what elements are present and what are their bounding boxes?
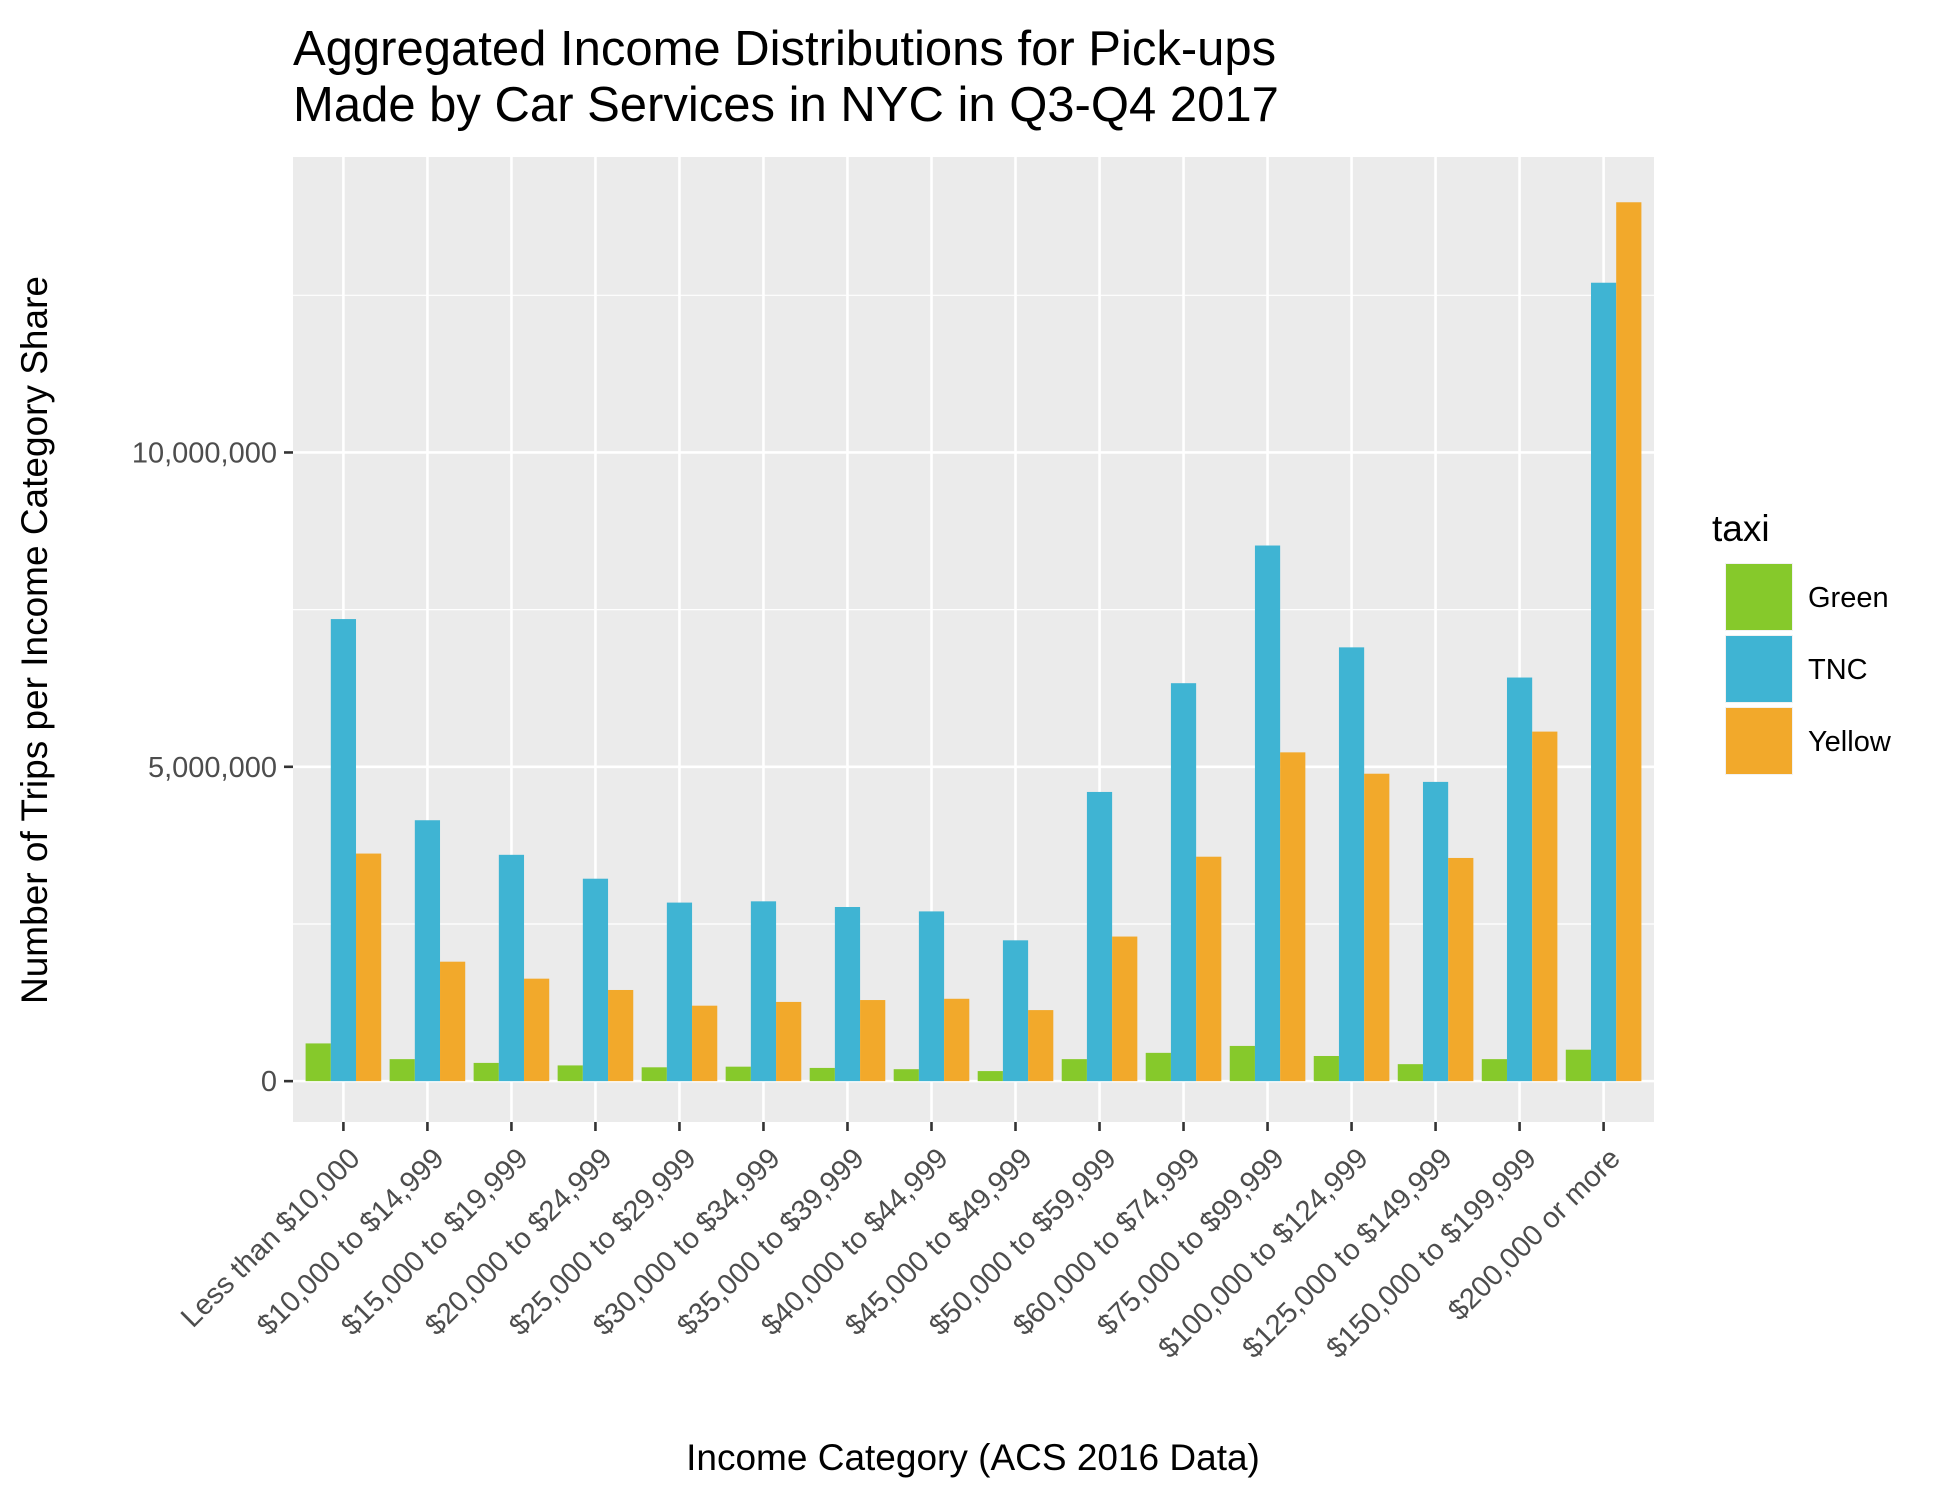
bar-tnc [582,878,609,1082]
bar-green [1397,1064,1423,1082]
bar-tnc [1086,791,1113,1082]
bar-green [1061,1059,1087,1082]
bar-green [977,1071,1003,1082]
bar-green [1313,1055,1339,1082]
bar-yellow [1532,731,1558,1082]
bar-yellow [440,961,466,1082]
legend-key-green [1726,564,1792,630]
bar-green [473,1062,499,1082]
bar-tnc [666,902,693,1082]
bar-yellow [1280,752,1306,1082]
bar-tnc [1590,282,1617,1082]
y-tick-label: 5,000,000 [148,752,277,784]
bar-tnc [1506,677,1533,1082]
x-axis: Less than $10,000$10,000 to $14,999$15,0… [175,1122,1627,1365]
bar-tnc [498,854,525,1082]
bar-green [641,1067,667,1082]
bar-tnc [918,911,945,1082]
bar-green [1565,1049,1591,1082]
bar-green [809,1067,835,1082]
legend-label-tnc: TNC [1808,654,1868,686]
bar-green [725,1066,751,1082]
bar-yellow [944,998,970,1082]
legend: taxi Green TNC Yellow [1712,508,1892,775]
bar-green [1229,1045,1255,1082]
bar-green [893,1069,919,1082]
bar-tnc [750,901,777,1082]
bar-yellow [1364,773,1390,1082]
legend-label-yellow: Yellow [1808,726,1892,758]
bar-tnc [834,906,861,1082]
bar-yellow [1448,857,1474,1082]
bar-green [305,1043,331,1082]
legend-title: taxi [1712,508,1770,549]
bar-yellow [608,989,634,1082]
x-axis-title: Income Category (ACS 2016 Data) [686,1437,1260,1478]
bar-yellow [860,1000,886,1082]
bar-tnc [1422,781,1449,1082]
bar-tnc [1002,940,1029,1082]
bar-tnc [1254,545,1281,1082]
bar-yellow [1028,1010,1054,1082]
bar-green [1145,1052,1171,1082]
bar-tnc [1338,647,1365,1082]
bar-yellow [1112,936,1138,1082]
y-axis-title: Number of Trips per Income Category Shar… [14,276,55,1004]
bar-tnc [414,820,441,1082]
legend-key-yellow [1726,708,1792,774]
y-tick-label: 0 [261,1066,277,1098]
bar-yellow [1616,202,1642,1082]
bar-yellow [1196,856,1222,1082]
bars [305,202,1642,1082]
y-tick-label: 10,000,000 [132,437,277,469]
bar-yellow [776,1001,802,1082]
bar-green [1481,1059,1507,1082]
chart-title-line-2: Made by Car Services in NYC in Q3-Q4 201… [293,78,1279,132]
chart-title-line-1: Aggregated Income Distributions for Pick… [293,22,1276,76]
bar-yellow [692,1005,718,1082]
y-axis: 0 5,000,000 10,000,000 [132,437,293,1098]
bar-yellow [524,978,550,1082]
bar-tnc [1170,683,1197,1082]
bar-green [557,1065,583,1082]
bar-green [389,1059,415,1082]
bar-tnc [330,619,357,1082]
legend-label-green: Green [1808,582,1889,614]
legend-key-tnc [1726,636,1792,702]
bar-yellow [356,853,382,1082]
